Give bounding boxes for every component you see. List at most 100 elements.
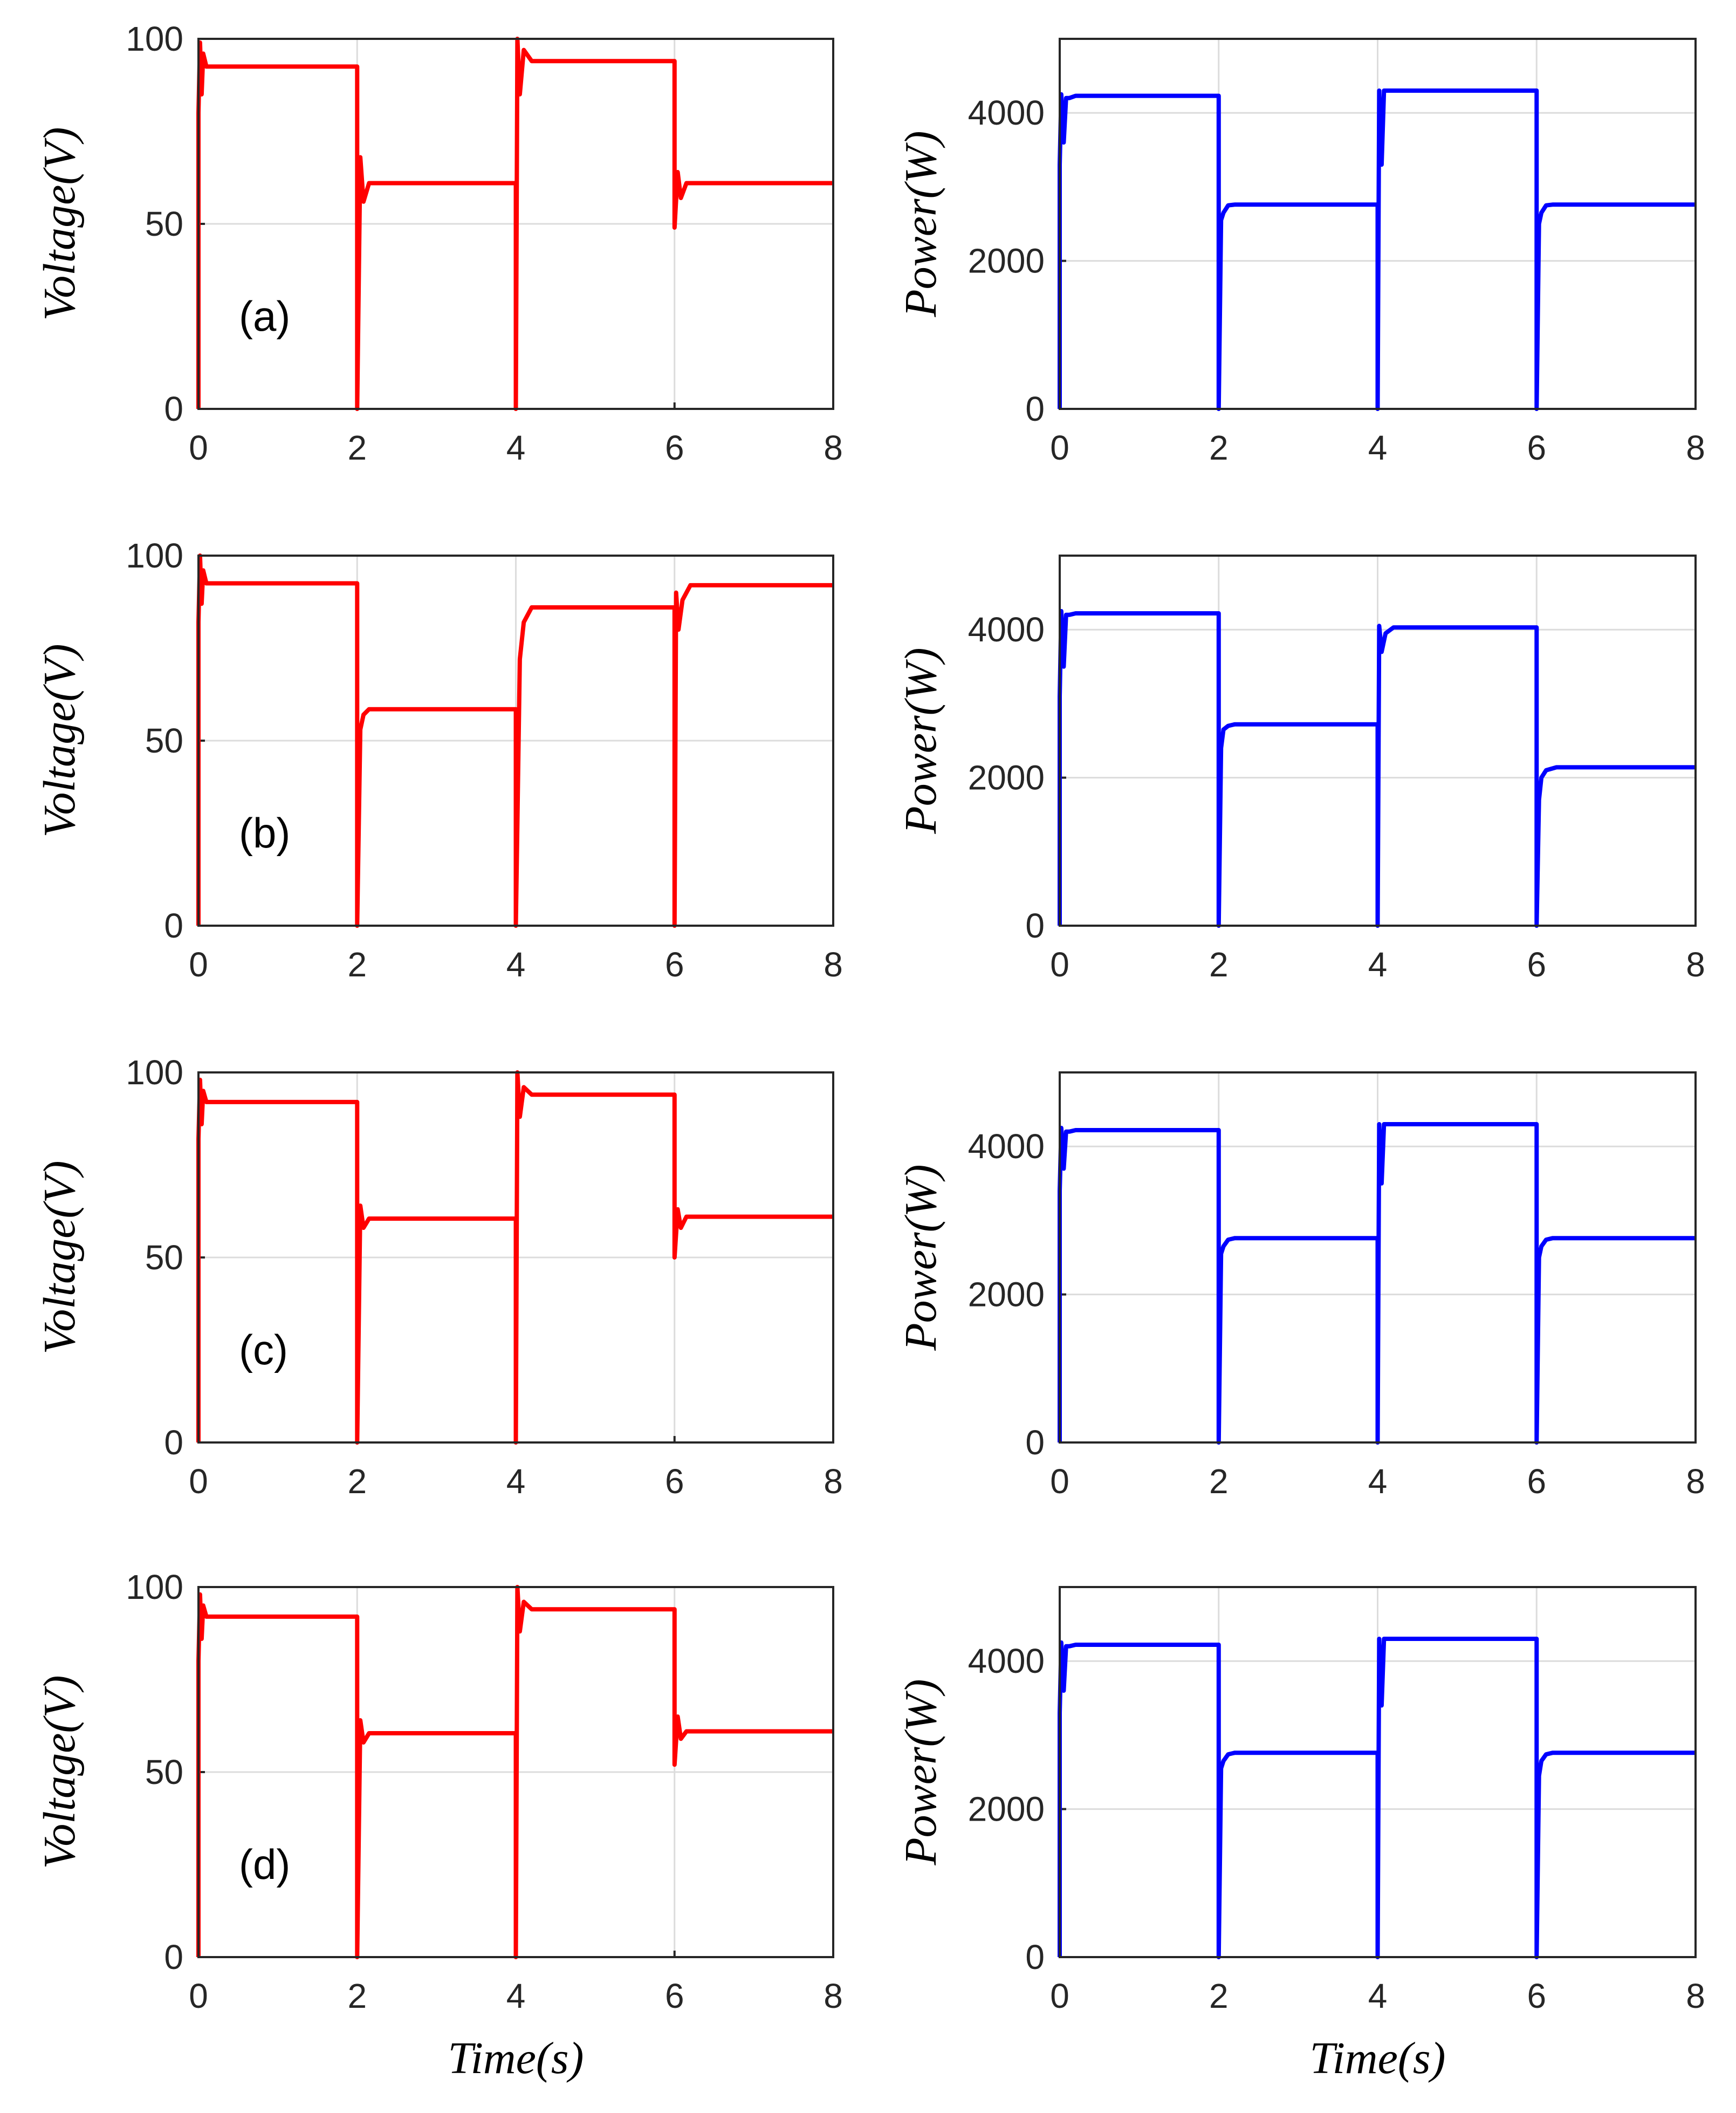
x-tick-label: 4 bbox=[506, 1977, 526, 2015]
x-tick-label: 6 bbox=[1527, 1977, 1546, 2015]
y-tick-label: 50 bbox=[145, 1753, 183, 1791]
series-line-power bbox=[1058, 608, 1696, 928]
axes-frame bbox=[197, 1586, 834, 1958]
subplot-6: 0 2 4 6 8 0 2000 4000 Power(W) bbox=[896, 1071, 1705, 1501]
x-tick-label: 0 bbox=[189, 945, 208, 984]
x-tick-label: 6 bbox=[1527, 428, 1546, 467]
x-tick-label: 4 bbox=[1368, 945, 1388, 984]
x-tick-label: 2 bbox=[347, 1462, 367, 1501]
x-tick-label: 4 bbox=[1368, 1977, 1388, 2015]
x-tick-label: 4 bbox=[1368, 428, 1388, 467]
panel-label: (d) bbox=[239, 1841, 290, 1888]
x-axis-label: Time(s) bbox=[448, 2033, 584, 2083]
x-tick-label: 6 bbox=[665, 945, 684, 984]
panel-label: (b) bbox=[239, 809, 290, 857]
x-tick-label: 2 bbox=[1209, 1462, 1229, 1501]
x-tick-label: 6 bbox=[665, 428, 684, 467]
x-tick-label: 2 bbox=[1209, 428, 1229, 467]
x-tick-label: 2 bbox=[347, 1977, 367, 2015]
y-axis-label: Voltage(V) bbox=[35, 644, 85, 837]
axes-frame bbox=[1059, 555, 1697, 927]
subplot-8: 0 2 4 6 8 0 2000 4000 Power(W) Time(s) bbox=[896, 1586, 1705, 2083]
y-tick-label: 100 bbox=[126, 1053, 183, 1092]
axes-frame bbox=[1059, 1071, 1697, 1444]
y-tick-label: 50 bbox=[145, 204, 183, 243]
y-tick-label: 0 bbox=[164, 1938, 183, 1977]
axes-frame bbox=[197, 555, 834, 927]
y-axis-label: Power(W) bbox=[896, 1164, 946, 1351]
x-tick-label: 8 bbox=[824, 428, 843, 467]
subplot-5: 0 2 4 6 8 0 50 100 Voltage(V) (c) bbox=[35, 1053, 843, 1501]
x-tick-label: 0 bbox=[189, 428, 208, 467]
axes-frame bbox=[1059, 1586, 1697, 1958]
series-line-power bbox=[1058, 88, 1696, 411]
x-tick-label: 8 bbox=[824, 945, 843, 984]
x-tick-label: 6 bbox=[1527, 1462, 1546, 1501]
y-tick-label: 0 bbox=[1025, 906, 1045, 945]
y-tick-label: 0 bbox=[164, 906, 183, 945]
y-axis-label: Power(W) bbox=[896, 647, 946, 834]
y-tick-label: 4000 bbox=[968, 610, 1045, 649]
axes-frame bbox=[197, 38, 834, 410]
y-tick-label: 0 bbox=[164, 389, 183, 428]
y-tick-label: 2000 bbox=[968, 1275, 1045, 1314]
y-tick-label: 2000 bbox=[968, 242, 1045, 281]
y-tick-label: 0 bbox=[1025, 1423, 1045, 1462]
x-tick-label: 2 bbox=[347, 428, 367, 467]
panel-label: (a) bbox=[239, 292, 290, 340]
y-axis-label: Power(W) bbox=[896, 1679, 946, 1865]
y-tick-label: 4000 bbox=[968, 93, 1045, 132]
x-tick-label: 6 bbox=[665, 1462, 684, 1501]
subplot-1: 0 2 4 6 8 0 50 100 Voltage(V) (a) bbox=[35, 19, 843, 467]
x-tick-label: 4 bbox=[506, 945, 526, 984]
y-axis-label: Voltage(V) bbox=[35, 1160, 85, 1354]
series-line-voltage bbox=[196, 1070, 833, 1445]
y-tick-label: 100 bbox=[126, 536, 183, 575]
y-axis-label: Voltage(V) bbox=[35, 1675, 85, 1869]
y-axis-label: Power(W) bbox=[896, 131, 946, 317]
y-tick-label: 2000 bbox=[968, 758, 1045, 797]
subplot-2: 0 2 4 6 8 0 2000 4000 Power(W) bbox=[896, 38, 1705, 467]
y-tick-label: 50 bbox=[145, 1238, 183, 1277]
x-tick-label: 8 bbox=[824, 1462, 843, 1501]
series-line-power bbox=[1058, 1122, 1696, 1445]
y-tick-label: 4000 bbox=[968, 1642, 1045, 1680]
x-tick-label: 4 bbox=[506, 428, 526, 467]
x-tick-label: 8 bbox=[1686, 1462, 1705, 1501]
axes-frame bbox=[1059, 38, 1697, 410]
y-axis-label: Voltage(V) bbox=[35, 127, 85, 320]
series-line-voltage bbox=[196, 37, 833, 411]
x-tick-label: 6 bbox=[665, 1977, 684, 2015]
y-tick-label: 100 bbox=[126, 1568, 183, 1606]
subplot-4: 0 2 4 6 8 0 2000 4000 Power(W) bbox=[896, 555, 1705, 984]
x-tick-label: 0 bbox=[189, 1462, 208, 1501]
series-line-voltage bbox=[196, 1585, 833, 1959]
series-line-voltage bbox=[196, 553, 833, 928]
y-tick-label: 50 bbox=[145, 721, 183, 760]
x-tick-label: 0 bbox=[1050, 945, 1069, 984]
x-tick-label: 8 bbox=[824, 1977, 843, 2015]
x-axis-label: Time(s) bbox=[1310, 2033, 1446, 2083]
y-tick-label: 2000 bbox=[968, 1790, 1045, 1829]
x-tick-label: 0 bbox=[1050, 1462, 1069, 1501]
x-tick-label: 4 bbox=[1368, 1462, 1388, 1501]
x-tick-label: 2 bbox=[1209, 945, 1229, 984]
panel-label: (c) bbox=[239, 1326, 288, 1373]
axes-frame bbox=[197, 1071, 834, 1444]
x-tick-label: 8 bbox=[1686, 1977, 1705, 2015]
x-tick-label: 2 bbox=[1209, 1977, 1229, 2015]
y-tick-label: 0 bbox=[1025, 1938, 1045, 1977]
y-tick-label: 4000 bbox=[968, 1127, 1045, 1166]
subplot-3: 0 2 4 6 8 0 50 100 Voltage(V) (b) bbox=[35, 536, 843, 984]
y-tick-label: 0 bbox=[164, 1423, 183, 1462]
series-line-power bbox=[1058, 1637, 1696, 1959]
x-tick-label: 8 bbox=[1686, 945, 1705, 984]
y-tick-label: 0 bbox=[1025, 389, 1045, 428]
x-tick-label: 0 bbox=[189, 1977, 208, 2015]
x-tick-label: 4 bbox=[506, 1462, 526, 1501]
x-tick-label: 2 bbox=[347, 945, 367, 984]
y-tick-label: 100 bbox=[126, 19, 183, 58]
subplot-7: 0 2 4 6 8 0 50 100 Voltage(V) Time(s) (d) bbox=[35, 1568, 843, 2083]
x-tick-label: 8 bbox=[1686, 428, 1705, 467]
